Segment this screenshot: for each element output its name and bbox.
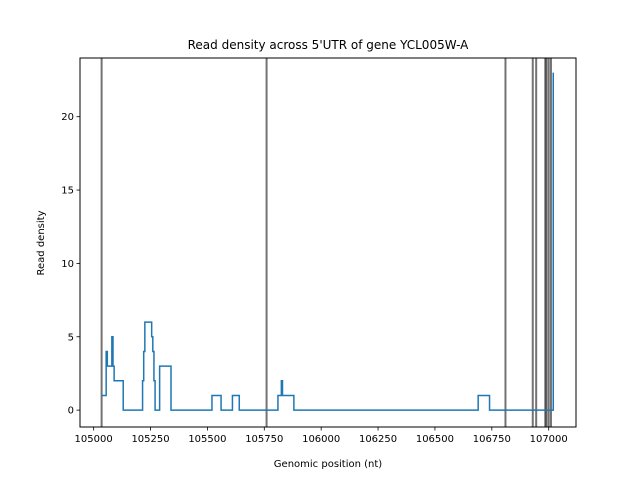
axes-frame — [79, 57, 577, 428]
x-tick-label: 106000 — [302, 434, 340, 445]
x-tick-label: 105500 — [188, 434, 226, 445]
y-tick-label: 10 — [61, 259, 74, 270]
x-axis-label: Genomic position (nt) — [274, 459, 383, 470]
x-tick-label: 106250 — [359, 434, 397, 445]
x-tick-label: 106500 — [416, 434, 454, 445]
x-tick-label: 105750 — [245, 434, 283, 445]
y-tick-label: 5 — [68, 332, 74, 343]
y-tick-label: 0 — [68, 406, 74, 417]
y-tick-label: 15 — [61, 186, 74, 197]
axis-ticks: 105000 105250 105500 105750 106000 106250 1065… — [61, 112, 568, 445]
series-line — [101, 72, 554, 411]
x-tick-label: 105000 — [75, 434, 113, 445]
plot-area — [100, 58, 554, 427]
x-tick-label: 107000 — [530, 434, 568, 445]
chart-title: Read density across 5'UTR of gene YCL005… — [188, 38, 470, 52]
y-axis-label: Read density — [36, 210, 47, 275]
y-tick-label: 20 — [61, 112, 74, 123]
x-tick-label: 105250 — [131, 434, 169, 445]
x-tick-label: 106750 — [473, 434, 511, 445]
